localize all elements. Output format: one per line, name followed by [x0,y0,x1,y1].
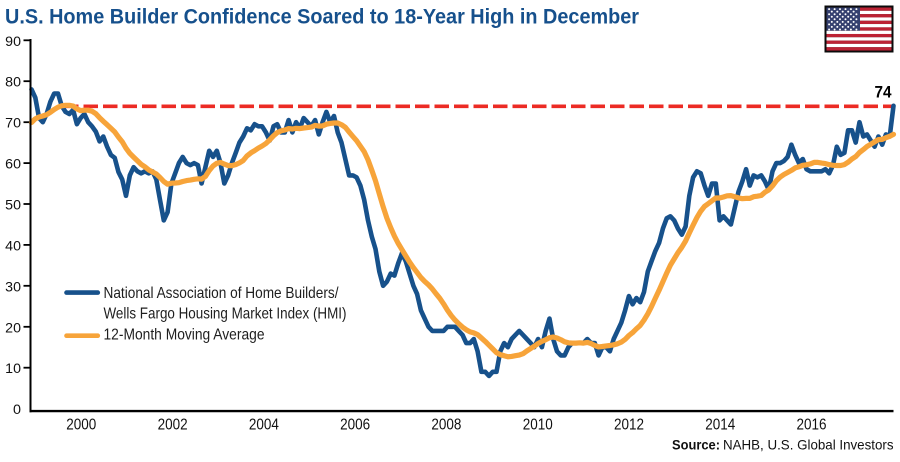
svg-text:40: 40 [5,238,21,253]
svg-text:Source:: Source: [672,436,720,452]
svg-text:74: 74 [875,84,893,102]
svg-text:NAHB, U.S. Global Investors: NAHB, U.S. Global Investors [723,436,894,452]
svg-text:U.S. Home Builder Confidence S: U.S. Home Builder Confidence Soared to 1… [5,6,639,29]
svg-text:90: 90 [5,34,21,49]
svg-text:70: 70 [5,116,21,131]
svg-text:2004: 2004 [249,417,279,434]
svg-text:30: 30 [5,279,21,294]
svg-text:80: 80 [5,75,21,90]
svg-text:2014: 2014 [705,417,735,434]
svg-text:2006: 2006 [340,417,370,434]
svg-text:60: 60 [5,157,21,172]
svg-text:2000: 2000 [66,417,96,434]
svg-text:20: 20 [5,320,21,335]
svg-text:Wells Fargo Housing Market Ind: Wells Fargo Housing Market Index (HMI) [104,305,347,322]
svg-text:2012: 2012 [614,417,644,434]
svg-text:National Association of Home B: National Association of Home Builders/ [104,285,339,302]
svg-text:2002: 2002 [158,417,188,434]
svg-text:2016: 2016 [797,417,827,434]
svg-text:12-Month Moving Average: 12-Month Moving Average [104,327,265,344]
svg-text:0: 0 [13,402,21,417]
svg-text:2008: 2008 [431,417,461,434]
svg-text:2010: 2010 [523,417,553,434]
svg-text:50: 50 [5,198,21,213]
svg-text:10: 10 [5,361,21,376]
